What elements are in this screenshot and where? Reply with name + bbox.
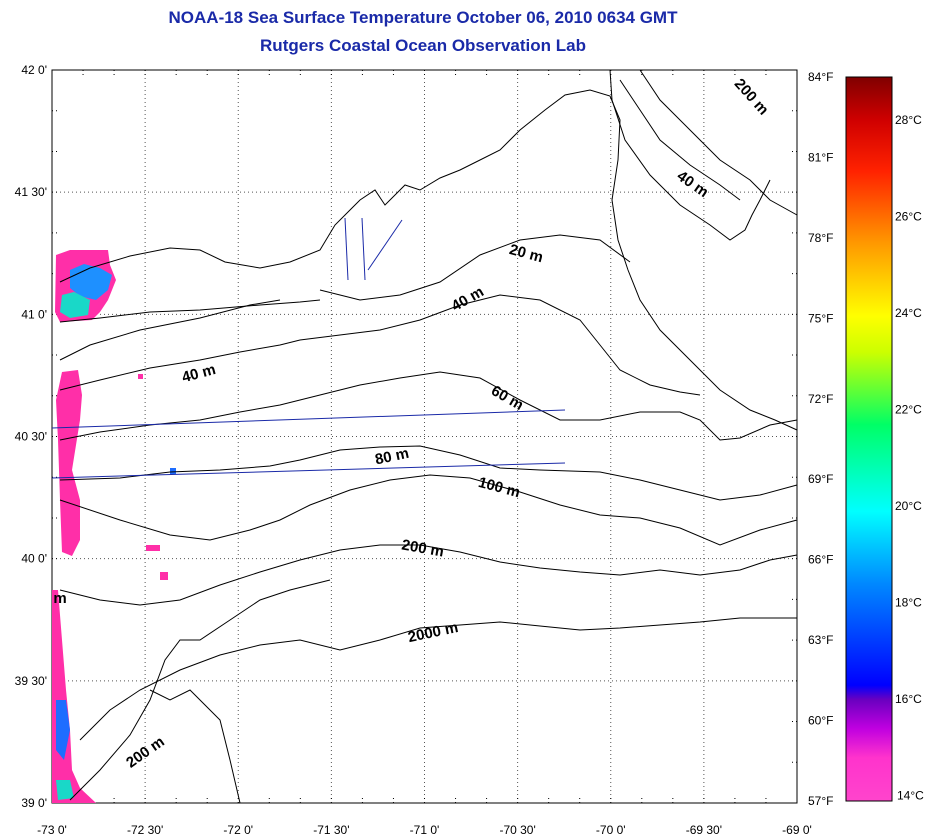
contour-200m-ne <box>639 69 798 216</box>
x-tick-label: -70 30' <box>499 823 535 837</box>
y-tick-label: 40 30' <box>15 430 47 444</box>
colorbar-c-label: 14°C <box>897 789 924 803</box>
y-tick-label: 41 30' <box>15 185 47 199</box>
y-tick-label: 42 0' <box>21 63 47 77</box>
canyon-south <box>149 689 241 804</box>
y-tick-label: 40 0' <box>21 552 47 566</box>
colorbar-f-label: 75°F <box>808 311 833 325</box>
sst-patch-north-cyan <box>60 292 90 318</box>
contour-40m-a <box>59 294 701 396</box>
x-tick-label: -71 30' <box>313 823 349 837</box>
cape-cod <box>609 69 771 241</box>
colorbar-c-label: 16°C <box>895 692 922 706</box>
track-line <box>51 462 566 479</box>
track-line <box>344 217 349 281</box>
x-axis-ticks: -73 0' -72 30' -72 0' -71 30' -71 0' -70 30' -… <box>37 823 812 837</box>
contour-60m <box>59 371 798 441</box>
colorbar-f-label: 78°F <box>808 231 833 245</box>
colorbar-f-label: 69°F <box>808 472 833 486</box>
x-tick-label: -70 0' <box>596 823 626 837</box>
sst-pixel <box>160 572 168 580</box>
track-line <box>51 409 566 429</box>
contour-40m-ne <box>619 79 741 201</box>
colorbar <box>845 76 893 802</box>
contour-200m <box>59 544 798 606</box>
contour-label: 80 m <box>374 445 411 469</box>
coastline-contours <box>59 69 798 804</box>
map-title: NOAA-18 Sea Surface Temperature October … <box>168 8 678 27</box>
contour-2000m <box>79 617 797 741</box>
colorbar-f-label: 84°F <box>808 70 833 84</box>
sst-patch-south-cyan <box>56 780 74 800</box>
colorbar-f-label: 81°F <box>808 150 833 164</box>
colorbar-c-label: 22°C <box>895 403 922 417</box>
colorbar-fahrenheit-labels: 84°F 81°F 78°F 75°F 72°F 69°F 66°F 63°F 60°F 57°F <box>808 70 833 808</box>
colorbar-f-label: 66°F <box>808 553 833 567</box>
long-island-south <box>59 299 281 361</box>
long-island-sound <box>59 299 321 323</box>
colorbar-c-label: 28°C <box>895 113 922 127</box>
colorbar-f-label: 57°F <box>808 794 833 808</box>
contour-100m <box>59 474 798 546</box>
sst-pixel <box>170 468 176 474</box>
contour-200m-south <box>69 579 331 801</box>
y-tick-label: 39 30' <box>15 674 47 688</box>
sst-pixel <box>138 374 143 379</box>
x-tick-label: -72 30' <box>127 823 163 837</box>
colorbar-f-label: 63°F <box>808 633 833 647</box>
coastline-north <box>59 89 798 431</box>
x-tick-label: -73 0' <box>37 823 67 837</box>
colorbar-c-label: 26°C <box>895 209 922 223</box>
map-subtitle: Rutgers Coastal Ocean Observation Lab <box>260 36 586 55</box>
y-tick-label: 41 0' <box>21 307 47 321</box>
contour-80m <box>59 445 798 501</box>
contour-20m <box>319 234 631 301</box>
x-tick-label: -69 30' <box>686 823 722 837</box>
colorbar-celsius-labels: 28°C 26°C 24°C 22°C 20°C 18°C 16°C 14°C <box>895 113 924 803</box>
map-grid <box>52 70 797 803</box>
sst-patch-coastal <box>56 370 82 556</box>
x-tick-label: -71 0' <box>410 823 440 837</box>
track-line <box>367 219 403 271</box>
colorbar-c-label: 20°C <box>895 499 922 513</box>
colorbar-c-label: 24°C <box>895 306 922 320</box>
sst-pixel <box>146 545 160 551</box>
sst-patches <box>52 250 176 803</box>
sst-patch-south-blue <box>56 700 70 760</box>
colorbar-c-label: 18°C <box>895 596 922 610</box>
y-axis-ticks: 42 0' 41 30' 41 0' 40 30' 40 0' 39 30' 39 0' <box>15 63 47 810</box>
sst-patch-north-blue <box>70 264 112 300</box>
track-line <box>361 217 366 281</box>
contour-label: m <box>53 590 66 607</box>
colorbar-f-label: 72°F <box>808 392 833 406</box>
track-lines <box>51 217 566 479</box>
y-tick-label: 39 0' <box>21 796 47 810</box>
x-tick-label: -72 0' <box>223 823 253 837</box>
colorbar-f-label: 60°F <box>808 714 833 728</box>
x-tick-label: -69 0' <box>782 823 812 837</box>
